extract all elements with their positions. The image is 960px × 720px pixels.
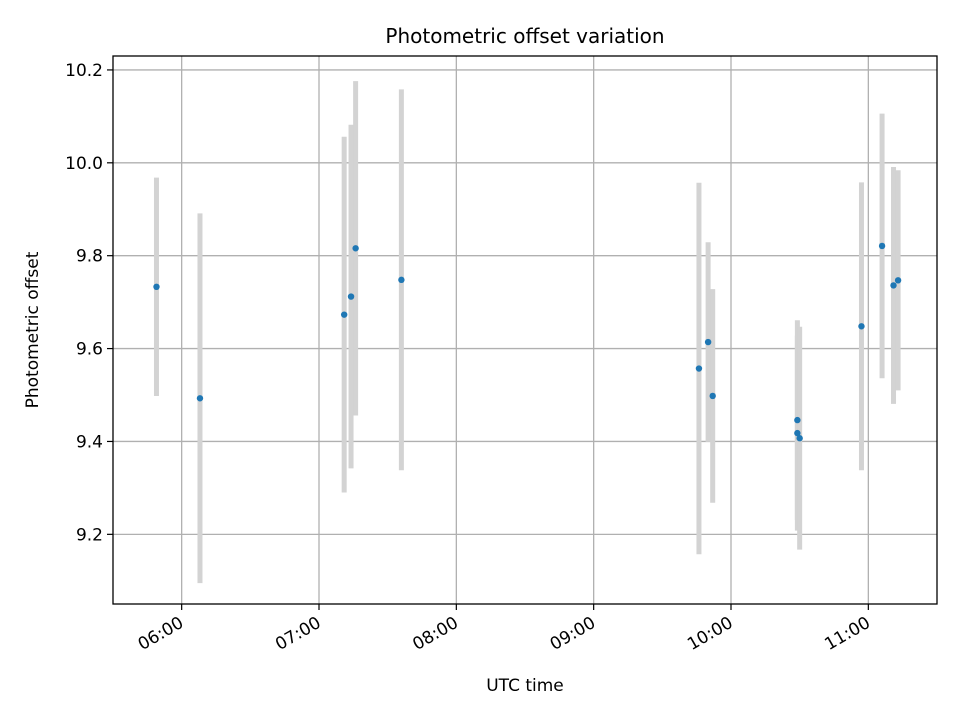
data-point — [794, 429, 801, 437]
data-point — [858, 323, 865, 330]
chart-title: Photometric offset variation — [385, 24, 664, 48]
y-axis-ticks: 9.2 9.4 9.6 9.8 10.0 10.2 — [65, 61, 113, 545]
data-point — [709, 392, 716, 400]
data-point — [196, 395, 204, 402]
data-point — [878, 242, 886, 250]
y-tick-label: 10.0 — [65, 154, 103, 174]
y-tick-label: 9.6 — [76, 340, 103, 360]
data-point — [796, 435, 803, 442]
data-point — [890, 282, 897, 289]
data-point — [153, 283, 160, 291]
data-point — [340, 311, 348, 318]
y-tick-label: 9.2 — [76, 525, 103, 545]
data-point — [894, 277, 902, 284]
y-tick-label: 9.4 — [76, 432, 103, 452]
data-point — [398, 276, 405, 284]
y-tick-label: 10.2 — [65, 61, 103, 81]
y-tick-label: 9.8 — [76, 247, 103, 267]
data-point — [704, 338, 712, 346]
grid-lines — [113, 56, 937, 604]
y-axis-label: Photometric offset — [23, 251, 43, 408]
data-point — [695, 365, 703, 372]
x-axis-label: UTC time — [486, 676, 564, 696]
data-point — [352, 245, 359, 252]
data-point — [794, 416, 801, 424]
plot-frame — [112, 55, 938, 605]
data-points — [153, 242, 902, 442]
data-point — [347, 293, 355, 300]
